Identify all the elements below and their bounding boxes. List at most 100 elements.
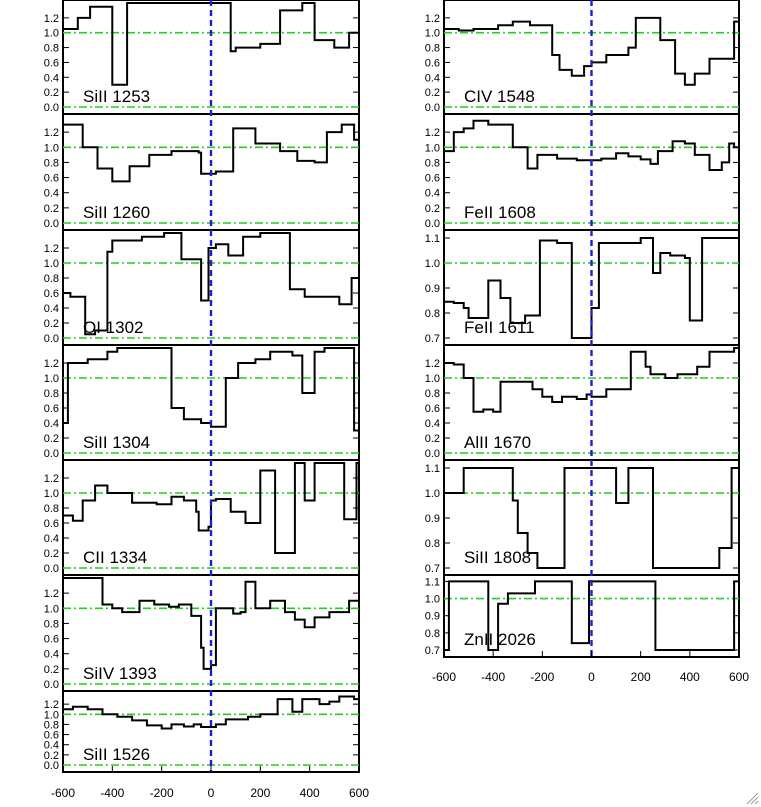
- panel-label: SiIV 1393: [83, 664, 157, 683]
- y-tick-label: 0.0: [44, 218, 59, 230]
- spectrum-step-line: [63, 695, 359, 730]
- x-tick-label: 600: [729, 670, 749, 684]
- y-tick-label: 0.7: [425, 563, 440, 575]
- y-tick-label: 1.2: [44, 588, 59, 600]
- panel-znii-2026: 0.7 0.8 0.9 1.0 1.1 ZnII 2026: [425, 574, 740, 658]
- y-tick-label: 0.2: [44, 203, 59, 215]
- y-tick-label: 0.8: [44, 273, 59, 285]
- x-tick-label: 400: [680, 670, 700, 684]
- y-tick-label: 1.2: [44, 243, 59, 255]
- y-tick-label: 0.9: [425, 611, 440, 623]
- panel-label: ZnII 2026: [464, 630, 536, 649]
- y-tick-label: 1.0: [425, 373, 440, 385]
- left-x-axis: -600 -400 -200 0 200 400 600: [51, 766, 369, 800]
- y-tick-label: 1.1: [425, 463, 440, 475]
- y-tick-label: 0.7: [425, 333, 440, 345]
- y-tick-label: 1.0: [425, 28, 440, 40]
- x-tick-label: -200: [150, 786, 174, 800]
- y-tick-label: 0.4: [425, 418, 440, 430]
- y-tick-label: 0.0: [425, 448, 440, 460]
- y-tick-label: 0.6: [44, 288, 59, 300]
- panel-label: FeII 1611: [464, 318, 535, 337]
- y-tick-label: 1.2: [425, 358, 440, 370]
- y-tick-label: 0.2: [425, 433, 440, 445]
- y-tick-label: 0.0: [44, 563, 59, 575]
- y-tick-label: 1.0: [44, 258, 59, 270]
- spectrum-step-line: [63, 2, 359, 86]
- y-tick-label: 1.2: [44, 699, 59, 711]
- y-tick-label: 1.2: [425, 13, 440, 25]
- y-tick-label: 0.4: [44, 303, 59, 315]
- y-tick-label: 0.8: [425, 157, 440, 169]
- x-tick-label: 600: [349, 786, 369, 800]
- spectrum-step-line: [444, 580, 739, 651]
- y-tick-label: 1.2: [44, 13, 59, 25]
- panel-cii-1334: 0.0 0.2 0.4 0.6 0.8 1.0 1.2 CII 1334: [44, 459, 360, 576]
- y-tick-label: 1.0: [44, 709, 59, 721]
- y-tick-label: 0.0: [44, 448, 59, 460]
- panel-label: AlII 1670: [464, 433, 531, 452]
- y-tick-label: 1.0: [425, 142, 440, 154]
- x-tick-label: 200: [631, 670, 651, 684]
- y-tick-label: 0.2: [44, 433, 59, 445]
- y-tick-label: 1.2: [44, 358, 59, 370]
- y-tick-label: 0.2: [44, 664, 59, 676]
- x-tick-label: -200: [530, 670, 554, 684]
- spectrum-step-line: [63, 462, 359, 554]
- y-tick-label: 0.4: [44, 533, 59, 545]
- panel-oi-1302: 0.0 0.2 0.4 0.6 0.8 1.0 1.2 OI 1302: [44, 229, 360, 346]
- panel-siii-1808: 0.7 0.8 0.9 1.0 1.1 SiII 1808: [425, 459, 740, 576]
- panel-siii-1304: 0.0 0.2 0.4 0.6 0.8 1.0 1.2 SiII 1304: [44, 344, 360, 461]
- panel-label: CII 1334: [83, 548, 147, 567]
- y-tick-label: 0.6: [44, 403, 59, 415]
- y-tick-label: 1.2: [44, 473, 59, 485]
- y-tick-label: 0.6: [44, 730, 59, 742]
- y-tick-label: 0.7: [425, 645, 440, 657]
- spectrum-step-line: [444, 467, 739, 569]
- right-x-axis: -600 -400 -200 0 200 400 600: [432, 651, 749, 684]
- spectrum-step-line: [444, 347, 739, 413]
- y-tick-label: 0.0: [425, 218, 440, 230]
- panel-feii-1611: 0.7 0.8 0.9 1.0 1.1 FeII 1611: [425, 229, 740, 346]
- panel-siiv-1393: 0.0 0.2 0.4 0.6 0.8 1.0 1.2 SiIV 1393: [44, 574, 360, 692]
- y-tick-label: 0.8: [425, 388, 440, 400]
- y-tick-label: 1.0: [44, 28, 59, 40]
- y-tick-label: 0.6: [44, 518, 59, 530]
- spectrum-step-line: [63, 232, 359, 336]
- y-tick-label: 1.0: [44, 488, 59, 500]
- y-tick-label: 0.0: [44, 679, 59, 691]
- panel-siii-1526: 0.00.20.40.60.81.01.2 SiII 1526: [44, 690, 360, 773]
- x-tick-label: -400: [481, 670, 505, 684]
- y-tick-label: 1.2: [44, 127, 59, 139]
- y-tick-label: 0.4: [425, 72, 440, 84]
- y-tick-label: 1.1: [425, 576, 440, 588]
- x-tick-label: -400: [100, 786, 124, 800]
- spectrum-step-line: [63, 577, 359, 670]
- spectrum-step-line: [63, 347, 359, 432]
- panel-feii-1608: 0.0 0.2 0.4 0.6 0.8 1.0 1.2 FeII 1608: [425, 113, 740, 231]
- x-tick-label: 0: [208, 786, 215, 800]
- y-tick-label: 0.8: [425, 43, 440, 55]
- panel-label: SiII 1808: [464, 548, 531, 567]
- y-tick-label: 1.0: [425, 258, 440, 270]
- y-tick-label: 0.4: [44, 740, 59, 752]
- y-tick-label: 0.8: [44, 157, 59, 169]
- resize-grip-icon[interactable]: [745, 791, 759, 805]
- y-tick-label: 0.8: [44, 719, 59, 731]
- spectrum-step-line: [444, 119, 739, 171]
- y-tick-label: 0.8: [425, 628, 440, 640]
- x-tick-label: 400: [300, 786, 320, 800]
- y-tick-label: 0.9: [425, 283, 440, 295]
- y-tick-label: 0.6: [425, 403, 440, 415]
- y-tick-label: 0.4: [44, 188, 59, 200]
- y-tick-label: 0.6: [425, 57, 440, 69]
- y-tick-label: 0.6: [44, 57, 59, 69]
- y-tick-label: 0.2: [44, 750, 59, 762]
- y-tick-label: 0.2: [44, 548, 59, 560]
- y-tick-label: 1.0: [425, 594, 440, 606]
- y-tick-label: 0.6: [425, 173, 440, 185]
- spectrum-step-line: [444, 237, 739, 339]
- y-tick-label: 0.2: [44, 318, 59, 330]
